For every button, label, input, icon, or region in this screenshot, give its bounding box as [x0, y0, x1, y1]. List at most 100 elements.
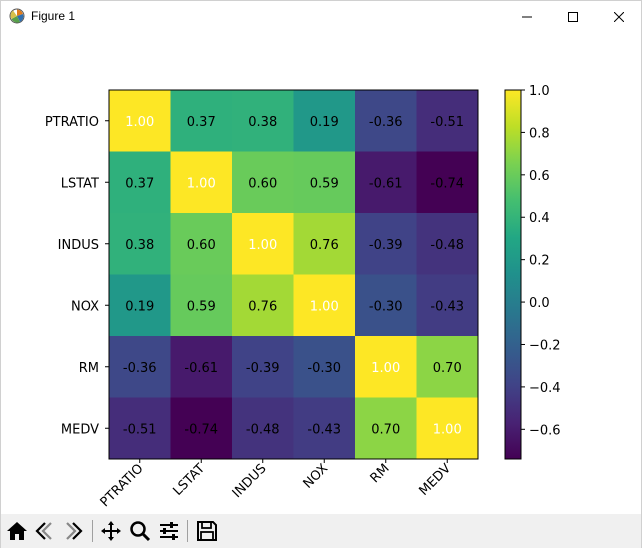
back-arrow-icon	[35, 522, 52, 540]
toolbar-separator	[187, 520, 188, 542]
cell-value-label: 0.70	[371, 422, 400, 437]
heatmap-cell	[293, 151, 356, 214]
cell-value-label: 0.38	[248, 115, 277, 130]
cell-value-label: 0.60	[248, 176, 277, 191]
colorbar-tick-label: −0.4	[529, 381, 561, 396]
navigation-toolbar	[1, 514, 641, 548]
y-tick-label: MEDV	[61, 422, 99, 437]
cell-value-label: 1.00	[310, 299, 339, 314]
heatmap-cell	[293, 274, 356, 337]
cell-value-label: 0.38	[125, 238, 154, 253]
heatmap-cell	[293, 213, 356, 275]
heatmap-cell	[109, 90, 171, 152]
cell-value-label: 0.59	[187, 299, 216, 314]
heatmap-cell	[170, 336, 233, 398]
cell-value-label: 1.00	[371, 361, 400, 376]
heatmap-cell	[170, 397, 233, 460]
x-tick-label: RM	[368, 461, 393, 486]
colorbar-tick-label: −0.2	[529, 338, 561, 353]
heatmap-cell	[109, 151, 171, 214]
save-button[interactable]	[194, 518, 220, 544]
y-tick-label: INDUS	[58, 238, 99, 253]
pan-button[interactable]	[98, 518, 124, 544]
cell-value-label: -0.39	[246, 361, 280, 376]
heatmap-cell	[232, 274, 294, 337]
correlation-heatmap: 1.00 0.37 0.38 0.19 -0.36 -0.51 0.37 1.00 0.60 0.…	[45, 84, 561, 510]
cell-value-label: -0.61	[369, 176, 403, 191]
colorbar-tick-label: 1.0	[529, 84, 550, 99]
x-tick-label: NOX	[301, 461, 331, 491]
maximize-icon	[568, 11, 578, 22]
toolbar-separator	[92, 520, 93, 542]
heatmap-cell	[355, 336, 417, 398]
minimize-icon	[522, 16, 532, 17]
configure-subplots-button[interactable]	[156, 518, 182, 544]
heatmap-cell	[232, 336, 294, 398]
cell-value-label: -0.36	[369, 115, 403, 130]
home-button[interactable]	[4, 518, 30, 544]
heatmap-cell	[170, 213, 233, 275]
x-tick-label: INDUS	[230, 461, 270, 501]
sliders-icon	[160, 522, 178, 540]
colorbar-tick-label: 0.0	[529, 296, 550, 311]
heatmap-cell	[232, 90, 294, 152]
back-button[interactable]	[32, 518, 58, 544]
cell-value-label: -0.36	[123, 361, 157, 376]
heatmap-cell	[293, 397, 356, 460]
cell-value-label: 1.00	[187, 176, 216, 191]
title-bar[interactable]: Figure 1	[1, 1, 641, 32]
cell-value-label: 0.76	[248, 299, 277, 314]
x-tick-label: LSTAT	[170, 461, 208, 499]
heatmap-cell	[355, 90, 417, 152]
cell-value-label: -0.51	[430, 115, 464, 130]
cell-value-label: 0.37	[125, 176, 154, 191]
colorbar-tick-label: 0.2	[529, 254, 550, 269]
colorbar-tick-label: −0.6	[529, 423, 561, 438]
y-tick-label: RM	[79, 361, 99, 376]
magnifier-icon	[130, 521, 151, 542]
home-icon	[7, 522, 27, 540]
heatmap-cell	[416, 274, 479, 337]
heatmap-cell	[170, 151, 233, 214]
colorbar-tick-label: 0.4	[529, 211, 550, 226]
heatmap-cell	[416, 213, 479, 275]
minimize-button[interactable]	[504, 1, 550, 32]
heatmap-cell	[232, 213, 294, 275]
cell-value-label: 0.60	[187, 238, 216, 253]
cell-value-label: 0.19	[125, 299, 154, 314]
cell-value-label: -0.30	[307, 361, 341, 376]
cell-value-label: -0.43	[307, 422, 341, 437]
window-title: Figure 1	[31, 9, 76, 23]
forward-arrow-icon	[66, 522, 83, 540]
forward-button[interactable]	[60, 518, 86, 544]
cell-value-label: 0.70	[433, 361, 462, 376]
colorbar-tick-label: 0.6	[529, 169, 550, 184]
heatmap-cell	[109, 274, 171, 337]
y-tick-label: PTRATIO	[45, 115, 99, 130]
cell-value-label: -0.51	[123, 422, 157, 437]
cell-value-label: -0.48	[246, 422, 280, 437]
cell-value-label: 0.19	[310, 115, 339, 130]
zoom-button[interactable]	[127, 518, 153, 544]
maximize-button[interactable]	[550, 1, 596, 32]
figure-canvas[interactable]: 1.00 0.37 0.38 0.19 -0.36 -0.51 0.37 1.00 0.60 0.…	[1, 32, 641, 514]
x-tick-label: MEDV	[417, 461, 455, 499]
cell-value-label: -0.30	[369, 299, 403, 314]
heatmap-cell	[232, 397, 294, 460]
close-icon	[614, 11, 624, 22]
colorbar	[504, 89, 522, 460]
heatmap-cell	[355, 274, 417, 337]
heatmap-cell	[355, 151, 417, 214]
heatmap-cell	[355, 213, 417, 275]
cell-value-label: 1.00	[125, 115, 154, 130]
y-tick-label: NOX	[71, 299, 99, 314]
cell-value-label: -0.43	[430, 299, 464, 314]
heatmap-cell	[355, 397, 417, 460]
cell-value-label: -0.48	[430, 238, 464, 253]
heatmap-cell	[232, 151, 294, 214]
close-button[interactable]	[596, 1, 642, 32]
cell-value-label: -0.39	[369, 238, 403, 253]
cell-value-label: 0.76	[310, 238, 339, 253]
heatmap-cell	[293, 336, 356, 398]
